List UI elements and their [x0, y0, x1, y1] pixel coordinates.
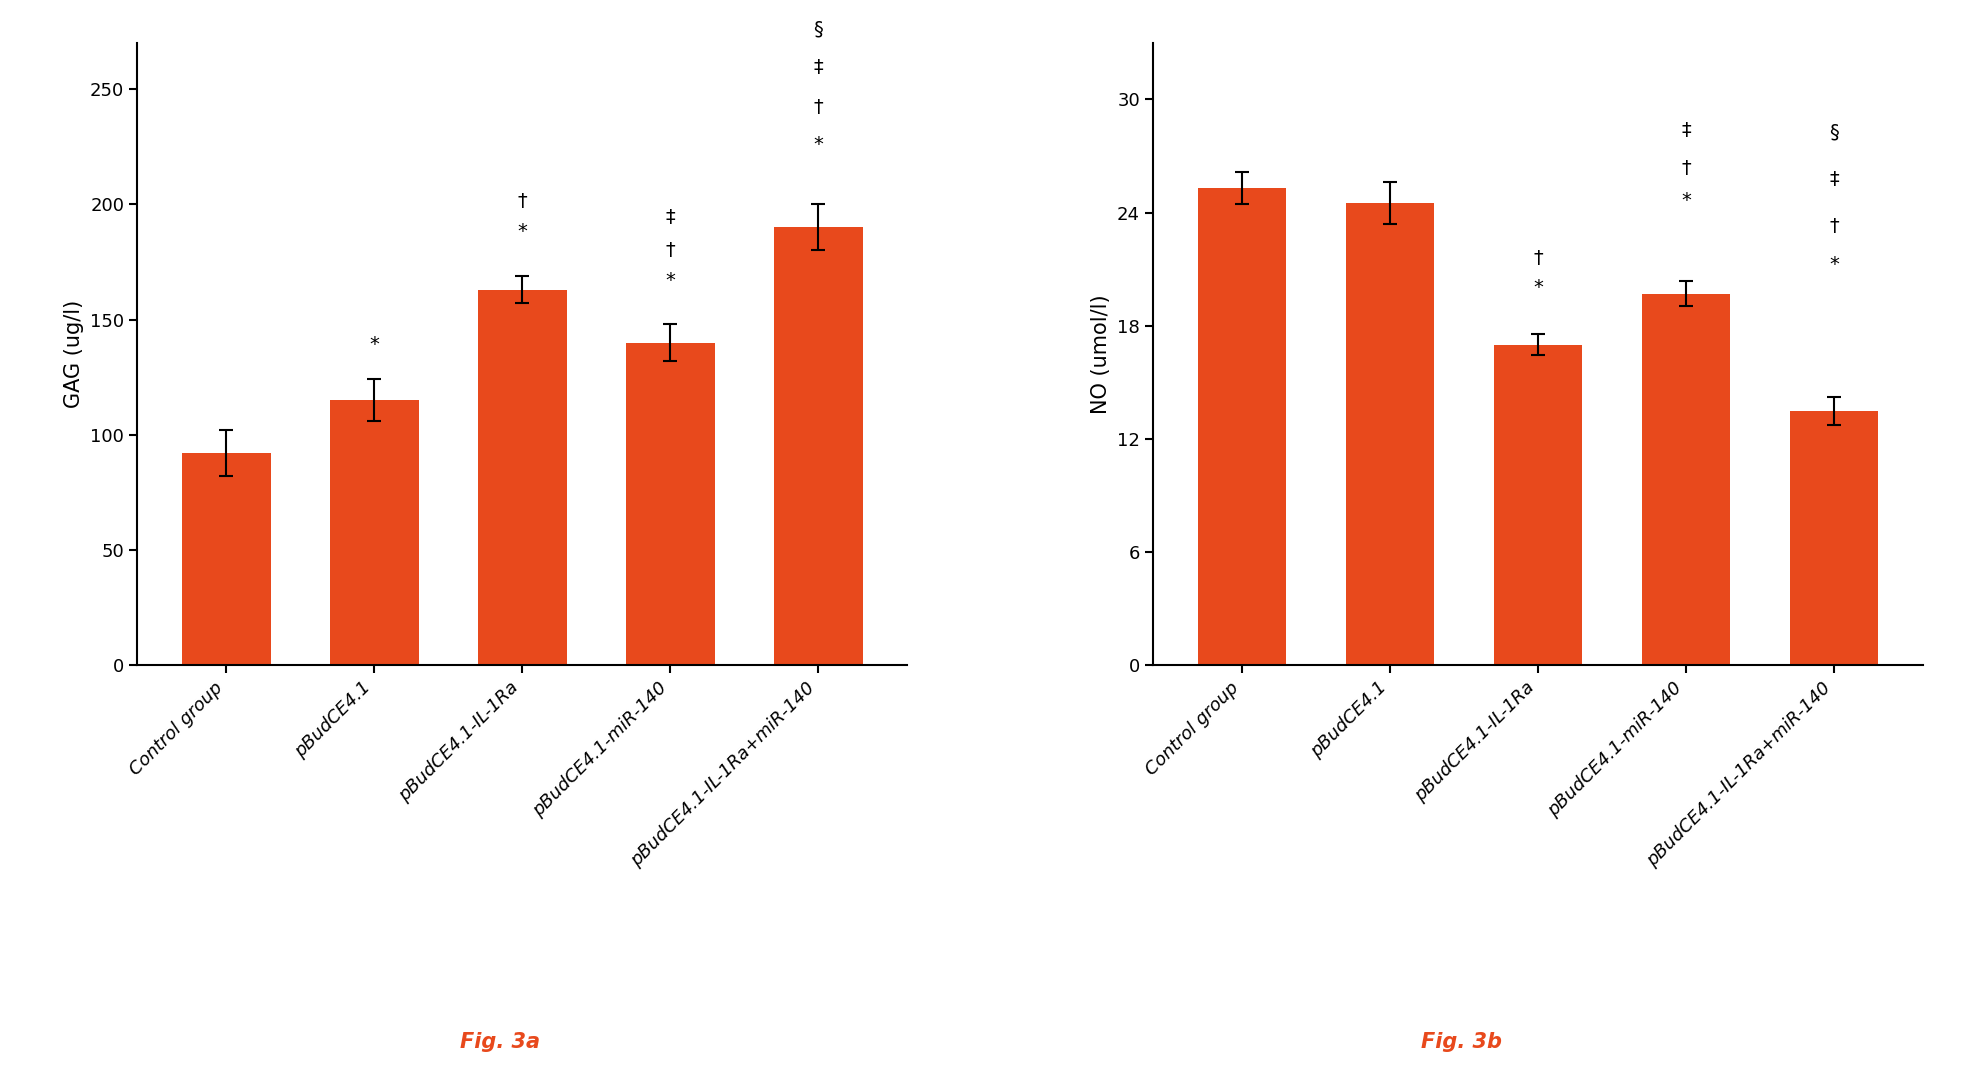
Bar [1789, 411, 1878, 665]
Bar [330, 400, 418, 665]
Text: †: † [1532, 249, 1542, 268]
Text: *: * [518, 222, 528, 241]
Text: †: † [1681, 159, 1691, 178]
Text: *: * [1532, 278, 1542, 296]
Bar [626, 342, 714, 665]
Y-axis label: NO (umol/l): NO (umol/l) [1091, 294, 1110, 414]
Text: †: † [1829, 217, 1838, 236]
Text: Fig. 3a: Fig. 3a [461, 1031, 540, 1052]
Text: *: * [1829, 255, 1838, 274]
Y-axis label: GAG (ug/l): GAG (ug/l) [65, 300, 84, 408]
Text: Fig. 3b: Fig. 3b [1420, 1031, 1503, 1052]
Text: §: § [1829, 123, 1838, 142]
Bar [1642, 294, 1730, 665]
Bar [477, 290, 567, 665]
Text: *: * [812, 134, 822, 153]
Bar [182, 453, 271, 665]
Text: *: * [665, 270, 675, 290]
Text: †: † [665, 240, 675, 260]
Text: ‡: ‡ [1681, 121, 1691, 141]
Text: *: * [1681, 191, 1691, 210]
Bar [1346, 203, 1434, 665]
Text: *: * [369, 335, 379, 354]
Text: †: † [814, 98, 822, 117]
Bar [773, 227, 863, 665]
Bar [1493, 344, 1583, 665]
Text: ‡: ‡ [814, 59, 822, 77]
Text: §: § [812, 19, 822, 39]
Bar [1197, 188, 1287, 665]
Text: †: † [518, 192, 528, 211]
Text: ‡: ‡ [1829, 171, 1838, 189]
Text: ‡: ‡ [665, 208, 675, 227]
